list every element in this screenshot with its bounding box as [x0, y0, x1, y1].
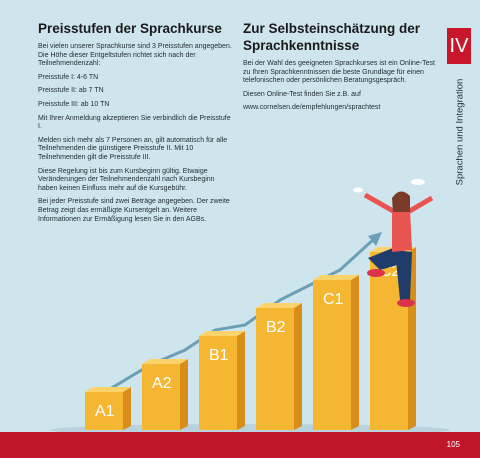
paragraph: Diese Regelung ist bis zum Kursbeginn gü…	[38, 167, 215, 192]
bar-side	[351, 275, 359, 430]
bar-top	[313, 275, 359, 280]
bar-front	[199, 336, 237, 430]
paragraph: www.cornelsen.de/empfehlungen/sprachtest	[243, 104, 381, 112]
woman-figure	[363, 191, 434, 307]
column-title: Zur Selbsteinschätzung der Sprachkenntni…	[243, 21, 421, 53]
right-column: Zur Selbsteinschätzung der Sprachkenntni…	[243, 20, 443, 118]
bar-front	[313, 280, 351, 430]
bar-side	[237, 331, 245, 430]
footer: 105	[0, 432, 480, 458]
bar-side	[180, 359, 188, 430]
left-column: Preisstufen der Sprachkurse Bei vielen un…	[38, 20, 234, 229]
paragraph: Bei der Wahl des geeigneten Sprachkurses…	[243, 60, 435, 85]
level-label: B1	[209, 347, 229, 364]
bar-front	[142, 364, 180, 430]
chapter-number: IV	[447, 28, 471, 64]
paragraph: Diesen Online-Test finden Sie z.B. auf	[243, 90, 361, 98]
bar-top	[142, 359, 188, 364]
bar-front	[85, 392, 123, 430]
column-title: Preisstufen der Sprachkurse	[38, 21, 222, 36]
paragraph: Preisstufe II: ab 7 TN	[38, 87, 104, 95]
bar-side	[123, 387, 131, 430]
level-label: B2	[266, 319, 286, 336]
level-label: A2	[152, 375, 172, 392]
level-label: C1	[323, 291, 344, 308]
bar-top	[256, 303, 302, 308]
arrow-head	[368, 232, 382, 246]
paragraph: Preisstufe I: 4-6 TN	[38, 73, 99, 81]
paragraph: Preisstufe III: ab 10 TN	[38, 100, 110, 108]
paragraph: Melden sich mehr als 7 Personen an, gilt…	[38, 136, 228, 161]
bar-front	[256, 308, 294, 430]
level-label: A1	[95, 403, 115, 420]
page-number: 105	[446, 440, 460, 449]
paragraph: Mit Ihrer Anmeldung akzeptieren Sie verb…	[38, 114, 231, 131]
bar-side	[294, 303, 302, 430]
paragraph: Bei jeder Preisstufe sind zwei Beträge a…	[38, 198, 230, 223]
paragraph: Bei vielen unserer Sprachkurse sind 3 Pr…	[38, 43, 232, 68]
section-title: Sprachen und Integration	[454, 78, 466, 186]
bar-top	[85, 387, 131, 392]
bar-top	[199, 331, 245, 336]
